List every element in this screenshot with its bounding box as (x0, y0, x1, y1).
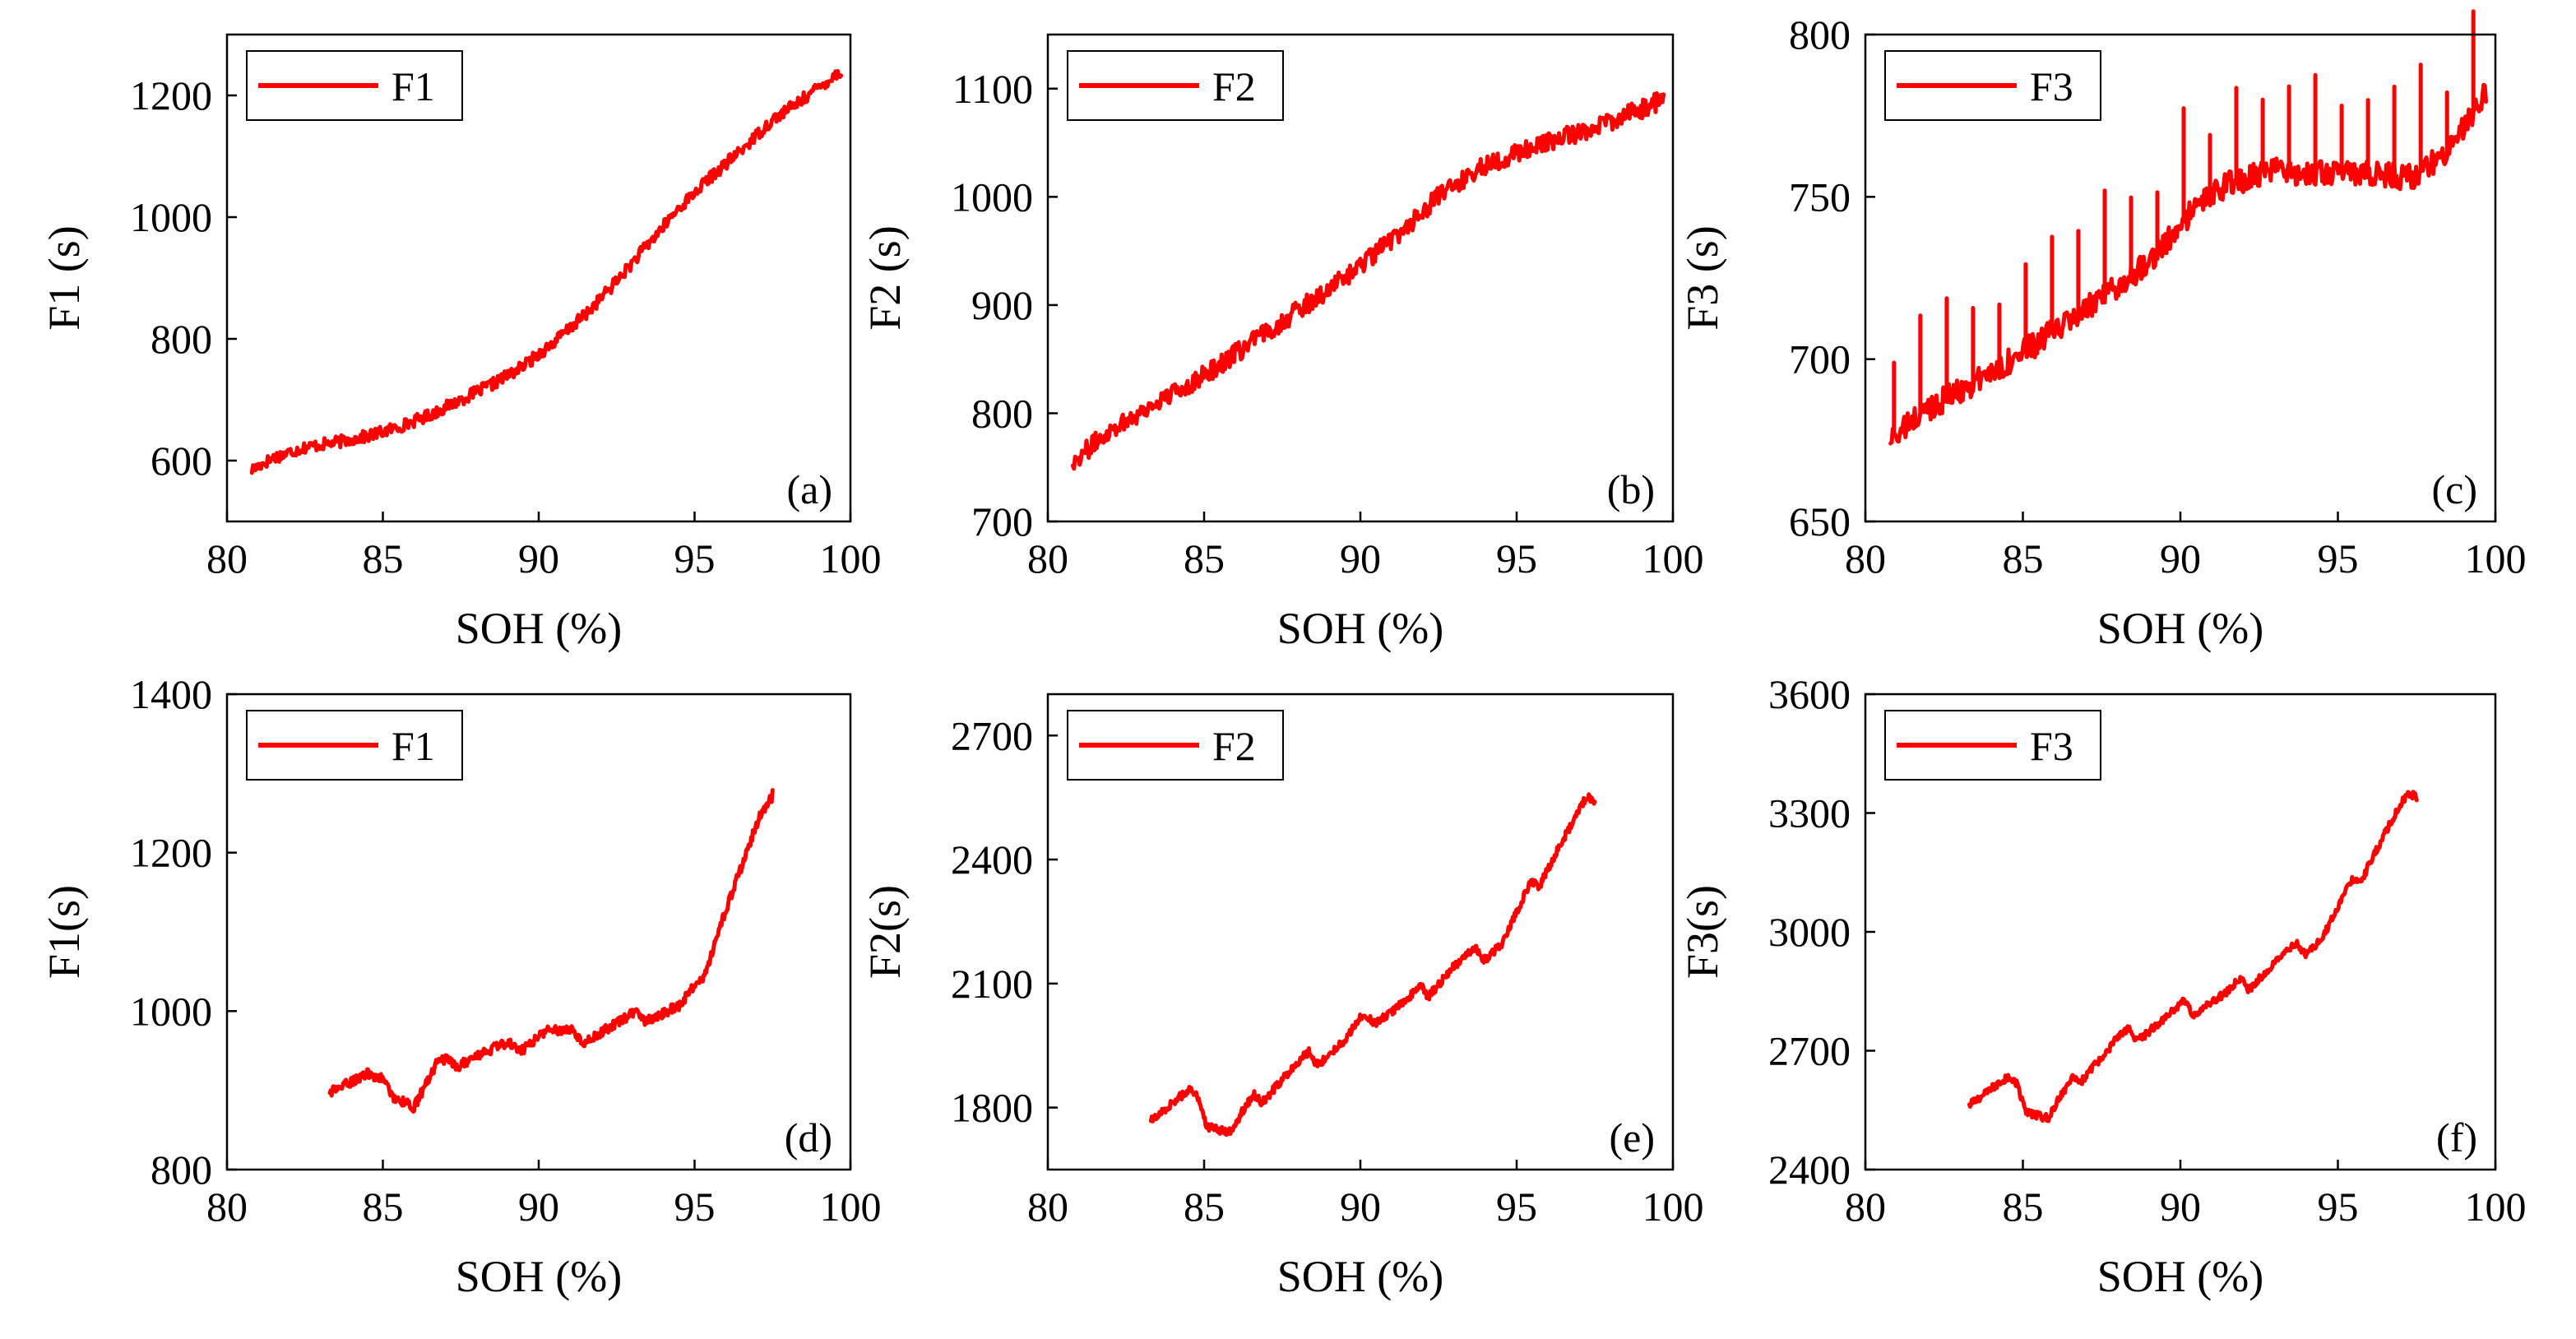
x-tick-label: 95 (674, 1184, 716, 1230)
x-tick-label: 100 (820, 535, 882, 581)
series-line-F1 (327, 788, 775, 1114)
x-tick-label: 90 (2160, 535, 2201, 581)
x-tick-label: 95 (2318, 1184, 2359, 1230)
y-tick-label: 800 (151, 1147, 212, 1193)
legend-label: F2 (1212, 63, 1256, 109)
y-tick-label: 800 (1789, 12, 1851, 58)
y-tick-label: 1800 (951, 1085, 1033, 1131)
series-line-F2 (1148, 792, 1597, 1137)
series-line-F2 (1070, 90, 1666, 471)
x-axis-label: SOH (%) (1277, 1252, 1443, 1301)
x-tick-label: 95 (674, 535, 716, 581)
legend-label: F3 (2030, 63, 2073, 109)
y-tick-label: 800 (971, 390, 1033, 436)
x-tick-label: 85 (363, 1184, 404, 1230)
panel-c: 80 85 90 95 100 650 700 750 800 SOH (%) F3 (s) (c) F… (1678, 9, 2527, 653)
y-axis-label: F2(s) (860, 885, 910, 979)
panel-tag: (b) (1607, 466, 1655, 512)
panel-tag: (d) (785, 1114, 832, 1161)
x-tick-label: 90 (518, 535, 559, 581)
legend-label: F1 (391, 63, 435, 109)
x-tick-label: 85 (2003, 1184, 2044, 1230)
x-tick-label: 100 (820, 1184, 882, 1230)
panel-f: 80 85 90 95 100 2400 2700 3000 3300 3600 SOH (%) F3… (1678, 671, 2527, 1301)
y-tick-label: 3000 (1768, 909, 1851, 955)
x-axis-label: SOH (%) (2097, 604, 2263, 653)
series-line-F3 (1967, 790, 2419, 1124)
panel-a: 80 85 90 95 100 600 800 1000 1200 SOH (%) F1 (s) (a… (39, 33, 882, 653)
x-tick-label: 95 (2318, 535, 2359, 581)
y-tick-label: 3300 (1768, 790, 1851, 836)
x-axis-label: SOH (%) (456, 1252, 622, 1301)
y-tick-label: 2100 (951, 961, 1033, 1007)
y-axis-label: F3 (s) (1678, 225, 1727, 331)
x-tick-label: 80 (1845, 535, 1886, 581)
x-tick-label: 100 (1642, 1184, 1704, 1230)
y-tick-label: 1000 (130, 988, 212, 1034)
y-tick-label: 1000 (951, 174, 1033, 220)
y-tick-label: 2700 (1768, 1028, 1851, 1074)
y-axis-label: F1(s) (39, 885, 89, 979)
panel-d: 80 85 90 95 100 800 1000 1200 1400 SOH (%) F1(s) (d… (39, 671, 882, 1301)
panel-tag: (e) (1610, 1114, 1656, 1161)
x-tick-label: 100 (2465, 535, 2527, 581)
x-axis-label: SOH (%) (456, 604, 622, 653)
y-tick-label: 2400 (951, 836, 1033, 883)
y-tick-label: 2400 (1768, 1147, 1851, 1193)
y-tick-label: 900 (971, 282, 1033, 328)
x-tick-label: 95 (1496, 535, 1537, 581)
x-tick-label: 80 (1027, 1184, 1068, 1230)
legend-label: F3 (2030, 723, 2073, 769)
y-tick-label: 1200 (130, 830, 212, 876)
x-tick-label: 95 (1496, 1184, 1537, 1230)
x-tick-label: 85 (363, 535, 404, 581)
y-tick-label: 2700 (951, 712, 1033, 758)
x-tick-label: 90 (1340, 535, 1381, 581)
x-tick-label: 80 (206, 535, 248, 581)
x-tick-label: 85 (2003, 535, 2044, 581)
y-tick-label: 600 (151, 438, 212, 484)
y-tick-label: 1000 (130, 194, 212, 240)
y-axis-label: F1 (s) (39, 225, 89, 331)
y-tick-label: 1400 (130, 671, 212, 717)
x-tick-label: 85 (1184, 1184, 1225, 1230)
x-axis-label: SOH (%) (1277, 604, 1443, 653)
y-tick-label: 800 (151, 316, 212, 362)
x-axis-label: SOH (%) (2097, 1252, 2263, 1301)
x-tick-label: 80 (1845, 1184, 1886, 1230)
x-tick-label: 100 (2465, 1184, 2527, 1230)
y-tick-label: 700 (971, 498, 1033, 544)
x-tick-label: 90 (518, 1184, 559, 1230)
y-tick-label: 3600 (1768, 671, 1851, 717)
panel-tag: (a) (787, 466, 833, 512)
panel-tag: (c) (2432, 466, 2478, 512)
panel-b: 80 85 90 95 100 700 800 900 1000 1100 SOH (%) F2 (s… (860, 33, 1704, 653)
x-tick-label: 80 (1027, 535, 1068, 581)
x-tick-label: 100 (1642, 535, 1704, 581)
series-line-F1 (249, 69, 844, 475)
y-tick-label: 1100 (952, 66, 1033, 112)
y-tick-label: 1200 (130, 72, 212, 118)
x-tick-label: 85 (1184, 535, 1225, 581)
y-tick-label: 700 (1789, 336, 1851, 382)
legend-label: F2 (1212, 723, 1256, 769)
series-line-F3 (1888, 9, 2488, 446)
y-tick-label: 750 (1789, 174, 1851, 220)
x-tick-label: 90 (2160, 1184, 2201, 1230)
y-axis-label: F2 (s) (860, 225, 910, 331)
x-tick-label: 90 (1340, 1184, 1381, 1230)
y-axis-label: F3(s) (1678, 885, 1727, 979)
legend-label: F1 (391, 723, 435, 769)
x-tick-label: 80 (206, 1184, 248, 1230)
y-tick-label: 650 (1789, 498, 1851, 544)
panel-e: 80 85 90 95 100 1800 2100 2400 2700 SOH (%) F2(s) (… (860, 693, 1704, 1301)
panel-tag: (f) (2436, 1114, 2477, 1161)
